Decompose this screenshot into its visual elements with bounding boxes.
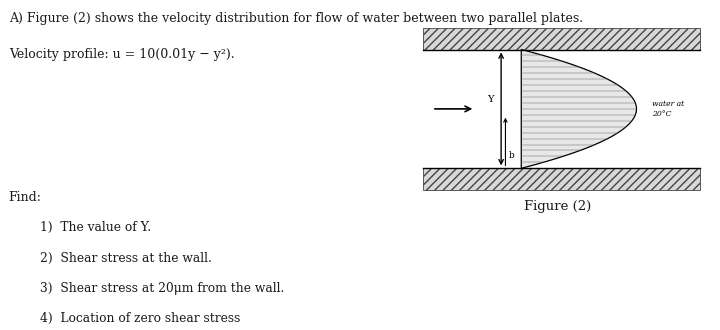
Text: 4)  Location of zero shear stress: 4) Location of zero shear stress — [40, 312, 240, 325]
Text: Y: Y — [487, 94, 494, 104]
Text: Find:: Find: — [9, 191, 42, 204]
Polygon shape — [423, 168, 700, 190]
Text: 2)  Shear stress at the wall.: 2) Shear stress at the wall. — [40, 251, 212, 264]
Text: Velocity profile: u = 10(0.01y − y²).: Velocity profile: u = 10(0.01y − y²). — [9, 48, 234, 61]
Text: water at
20°C: water at 20°C — [652, 100, 685, 117]
Text: 3)  Shear stress at 20μm from the wall.: 3) Shear stress at 20μm from the wall. — [40, 282, 284, 295]
Polygon shape — [423, 28, 700, 50]
Text: A) Figure (2) shows the velocity distribution for flow of water between two para: A) Figure (2) shows the velocity distrib… — [9, 12, 582, 24]
Text: Figure (2): Figure (2) — [524, 200, 592, 213]
Text: b: b — [509, 151, 515, 160]
Polygon shape — [521, 50, 636, 168]
Text: 1)  The value of Y.: 1) The value of Y. — [40, 221, 150, 234]
